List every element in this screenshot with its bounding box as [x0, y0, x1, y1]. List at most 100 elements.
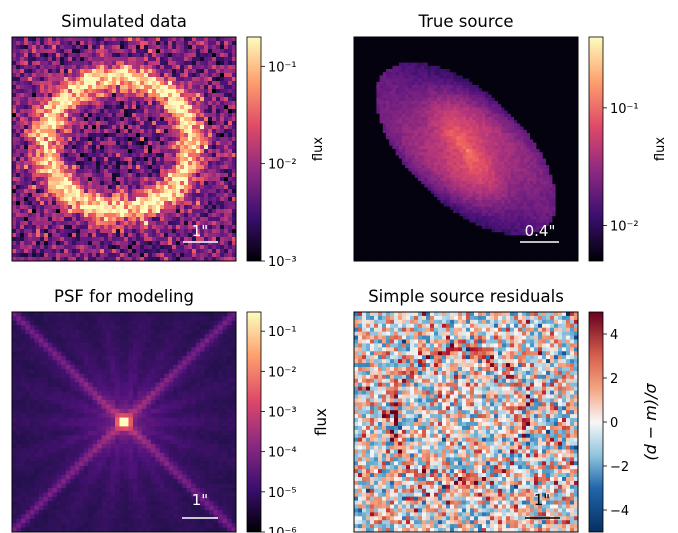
- heatmap-cell: [140, 229, 145, 234]
- heatmap-cell: [36, 257, 41, 262]
- heatmap-cell: [148, 209, 153, 214]
- heatmap-cell: [196, 185, 201, 190]
- heatmap-cell: [136, 149, 141, 154]
- heatmap-cell: [552, 101, 556, 105]
- heatmap-cell: [148, 97, 153, 102]
- heatmap-cell: [60, 145, 65, 150]
- heatmap-cell: [366, 53, 371, 57]
- heatmap-cell: [192, 109, 197, 114]
- heatmap-cell: [164, 121, 169, 126]
- heatmap-cell: [224, 161, 229, 166]
- heatmap-cell: [152, 117, 157, 122]
- heatmap-cell: [228, 125, 233, 130]
- heatmap-cell: [160, 129, 165, 134]
- heatmap-cell: [398, 65, 403, 70]
- heatmap-cell: [459, 101, 464, 105]
- heatmap-cell: [224, 49, 229, 54]
- heatmap-cell: [36, 201, 41, 206]
- heatmap-cell: [72, 37, 77, 42]
- heatmap-cell: [188, 93, 193, 98]
- heatmap-cell: [24, 65, 29, 70]
- heatmap-cell: [128, 69, 133, 74]
- heatmap-cell: [418, 104, 422, 108]
- heatmap-cell: [408, 37, 412, 41]
- heatmap-cell: [76, 157, 81, 162]
- heatmap-cell: [192, 125, 197, 130]
- heatmap-cell: [552, 78, 556, 83]
- heatmap-cell: [504, 53, 508, 57]
- heatmap-cell: [574, 65, 579, 70]
- heatmap-cell: [16, 189, 21, 194]
- heatmap-cell: [92, 229, 97, 234]
- heatmap-cell: [501, 104, 505, 108]
- heatmap-cell: [424, 43, 428, 47]
- heatmap-cell: [192, 145, 197, 150]
- heatmap-cell: [52, 149, 57, 154]
- heatmap-cell: [200, 201, 205, 206]
- heatmap-cell: [64, 69, 69, 74]
- heatmap-cell: [52, 185, 57, 190]
- heatmap-cell: [132, 205, 137, 210]
- heatmap-cell: [164, 133, 169, 138]
- heatmap-cell: [558, 53, 563, 57]
- heatmap-cell: [382, 91, 387, 95]
- heatmap-cell: [180, 89, 185, 94]
- heatmap-cell: [12, 185, 17, 190]
- heatmap-cell: [132, 37, 137, 42]
- heatmap-cell: [36, 193, 41, 198]
- heatmap-cell: [414, 43, 419, 47]
- heatmap-cell: [216, 37, 221, 42]
- heatmap-cell: [156, 241, 161, 246]
- heatmap-cell: [453, 62, 457, 67]
- heatmap-cell: [382, 117, 387, 121]
- heatmap-cell: [517, 104, 521, 108]
- heatmap-cell: [558, 110, 563, 115]
- heatmap-cell: [136, 101, 141, 106]
- heatmap-cell: [168, 169, 173, 174]
- heatmap-cell: [20, 233, 25, 238]
- heatmap-cell: [437, 117, 441, 121]
- heatmap-cell: [120, 121, 125, 126]
- heatmap-cell: [204, 149, 209, 154]
- heatmap-cell: [196, 121, 201, 126]
- heatmap-cell: [430, 69, 435, 73]
- heatmap-cell: [184, 45, 189, 50]
- heatmap-cell: [76, 161, 81, 166]
- heatmap-cell: [76, 165, 81, 170]
- heatmap-cell: [92, 241, 97, 246]
- heatmap-cell: [140, 133, 145, 138]
- heatmap-cell: [472, 113, 476, 118]
- heatmap-cell: [224, 61, 229, 66]
- heatmap-cell: [379, 120, 384, 124]
- heatmap-cell: [64, 141, 69, 146]
- heatmap-cell: [72, 229, 77, 234]
- heatmap-cell: [36, 137, 41, 142]
- heatmap-cell: [32, 109, 37, 114]
- heatmap-cell: [56, 121, 61, 126]
- heatmap-cell: [32, 73, 37, 78]
- heatmap-cell: [389, 110, 393, 115]
- heatmap-cell: [488, 56, 492, 60]
- heatmap-cell: [398, 53, 403, 57]
- heatmap-cell: [16, 109, 21, 114]
- heatmap-cell: [72, 53, 77, 58]
- heatmap-cell: [40, 85, 45, 90]
- heatmap-cell: [549, 72, 553, 76]
- heatmap-cell: [132, 61, 137, 66]
- heatmap-cell: [148, 37, 153, 42]
- heatmap-cell: [366, 46, 371, 51]
- heatmap-cell: [216, 133, 221, 138]
- heatmap-cell: [456, 49, 460, 54]
- heatmap-cell: [208, 53, 213, 58]
- heatmap-cell: [392, 110, 396, 115]
- heatmap-cell: [100, 57, 105, 62]
- heatmap-cell: [216, 169, 221, 174]
- heatmap-cell: [168, 233, 173, 238]
- heatmap-cell: [555, 46, 560, 51]
- heatmap-cell: [104, 249, 109, 254]
- heatmap-cell: [408, 113, 412, 118]
- heatmap-cell: [421, 94, 425, 99]
- heatmap-cell: [488, 101, 492, 105]
- heatmap-cell: [469, 43, 473, 47]
- heatmap-cell: [144, 245, 149, 250]
